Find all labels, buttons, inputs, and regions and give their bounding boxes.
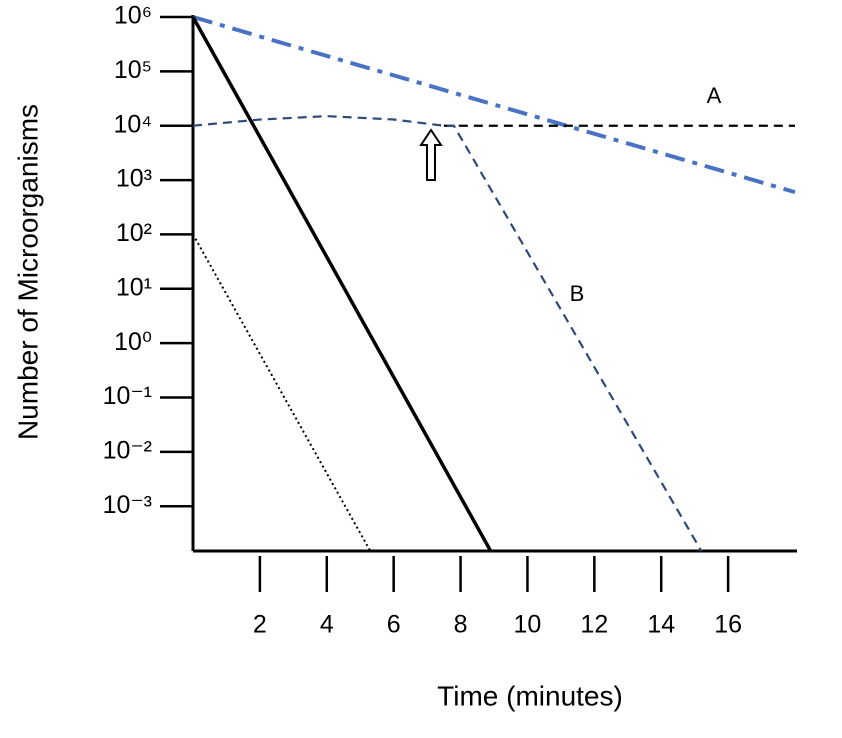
x-tick-label: 8 [454,611,468,639]
y-tick-label: 10³ [116,165,152,193]
series-line [192,233,372,552]
y-axis-title: Number of Microorganisms [12,104,43,440]
series-label: A [707,83,722,108]
y-tick-label: 10¹ [116,273,152,301]
x-tick-label: 4 [320,611,334,639]
x-axis-title: Time (minutes) [437,680,623,711]
y-tick-label: 10⁻² [103,436,152,464]
y-tick-label: 10⁵ [114,56,152,84]
x-tick-label: 12 [580,611,608,639]
arrow-marker [419,128,443,181]
y-tick-label: 10⁴ [113,110,152,138]
x-tick-label: 2 [253,611,267,639]
x-tick-label: 14 [647,611,675,639]
series-line [191,16,493,552]
y-tick-label: 10⁻³ [103,491,152,519]
series-line [192,115,703,552]
y-tick-label: 10⁰ [114,328,152,356]
y-tick-label: 10⁶ [114,2,152,30]
series-label: B [570,281,585,306]
y-tick-label: 10² [116,219,152,247]
x-tick-label: 16 [714,611,742,639]
x-tick-label: 10 [514,611,542,639]
y-tick-label: 10⁻¹ [103,382,152,410]
series-line [192,15,796,195]
x-tick-label: 6 [387,611,401,639]
